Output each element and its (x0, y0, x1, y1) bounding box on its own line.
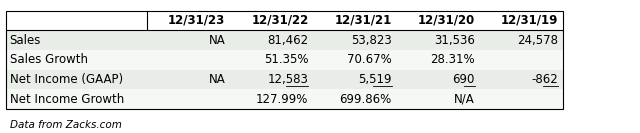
Text: 12/31/21: 12/31/21 (335, 14, 392, 27)
Text: 70.67%: 70.67% (347, 53, 392, 66)
Text: 5,519: 5,519 (358, 73, 392, 86)
Bar (6, 11, 563, 109)
Text: 12,583: 12,583 (268, 73, 308, 86)
Text: 12/31/23: 12/31/23 (168, 14, 225, 27)
Bar (6, 30, 563, 50)
Text: Sales: Sales (10, 34, 41, 47)
Text: NA: NA (209, 34, 225, 47)
Text: 699.86%: 699.86% (339, 93, 392, 106)
Text: NA: NA (209, 73, 225, 86)
Text: N/A: N/A (454, 93, 475, 106)
Text: Net Income (GAAP): Net Income (GAAP) (10, 73, 123, 86)
Text: 127.99%: 127.99% (256, 93, 308, 106)
Text: Sales Growth: Sales Growth (10, 53, 88, 66)
Text: 690: 690 (452, 73, 475, 86)
Bar (6, 70, 563, 89)
Text: 12/31/20: 12/31/20 (418, 14, 475, 27)
Text: 12/31/19: 12/31/19 (500, 14, 558, 27)
Text: Net Income Growth: Net Income Growth (10, 93, 124, 106)
Text: 28.31%: 28.31% (430, 53, 475, 66)
Bar (6, 50, 563, 70)
Text: 31,536: 31,536 (434, 34, 475, 47)
Bar (6, 89, 563, 109)
Text: 51.35%: 51.35% (264, 53, 308, 66)
Text: 81,462: 81,462 (268, 34, 308, 47)
Bar (6, 11, 563, 30)
Text: 53,823: 53,823 (351, 34, 392, 47)
Text: -862: -862 (531, 73, 558, 86)
Text: Data from Zacks.com: Data from Zacks.com (10, 120, 122, 130)
Text: 12/31/22: 12/31/22 (252, 14, 308, 27)
Text: 24,578: 24,578 (517, 34, 558, 47)
